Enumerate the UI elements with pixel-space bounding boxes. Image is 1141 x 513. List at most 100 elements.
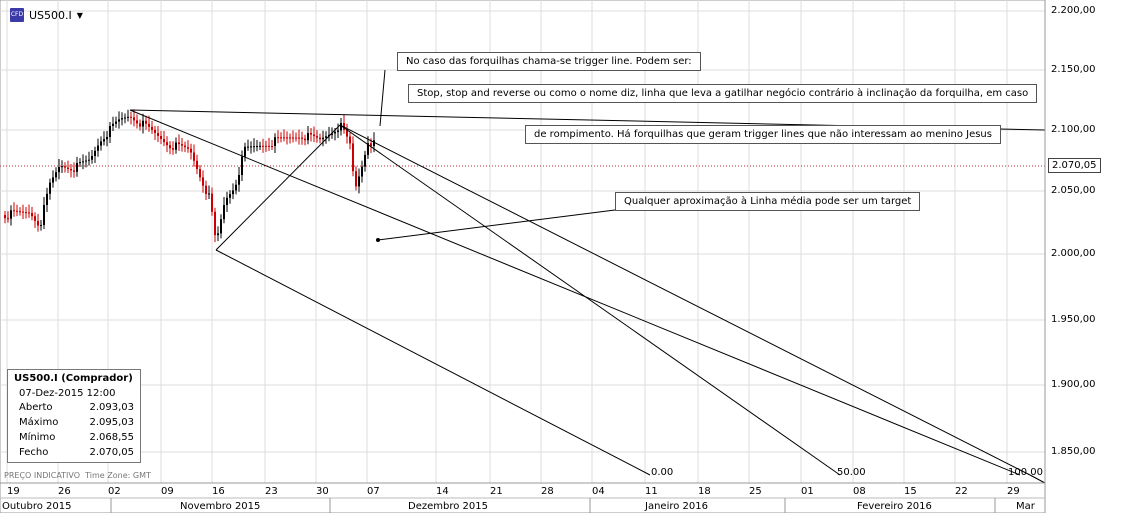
x-tick-label: 18 — [698, 486, 711, 497]
candle-body — [58, 167, 60, 173]
x-tick-label: 14 — [436, 486, 449, 497]
info-value: 2.093,03 — [89, 402, 134, 413]
candle-body — [196, 160, 198, 170]
info-row-open: Aberto 2.093,03 — [14, 400, 134, 415]
info-value: 2.070,05 — [89, 447, 134, 458]
candle-body — [19, 211, 21, 213]
candle-body — [316, 136, 318, 138]
candle-body — [304, 138, 306, 141]
candle-body — [169, 145, 171, 149]
candle-body — [175, 142, 177, 150]
fork-handle-line — [215, 124, 341, 251]
x-tick-label: 08 — [853, 486, 866, 497]
y-tick-label: 2.150,00 — [1051, 64, 1096, 75]
candle-body — [205, 185, 207, 194]
footnote: PREÇO INDICATIVO Time Zone: GMT — [4, 471, 151, 480]
info-label: Mínimo — [19, 432, 56, 443]
candle-body — [199, 169, 201, 178]
candle-body — [181, 144, 183, 146]
candle-body — [7, 218, 9, 220]
info-label: Máximo — [19, 417, 59, 428]
fork-outer-line — [339, 124, 1031, 476]
candle-body — [70, 169, 72, 171]
fib-label-0: 0.00 — [651, 467, 674, 478]
candle-body — [46, 193, 48, 205]
candle-body — [127, 116, 129, 118]
candle-body — [349, 136, 351, 144]
candle-body — [106, 137, 108, 140]
candle-body — [94, 150, 96, 156]
annotation-target: Qualquer aproximação à Linha média pode … — [615, 192, 921, 211]
x-tick-label: 26 — [58, 486, 71, 497]
candle-body — [154, 129, 156, 133]
candle-body — [157, 132, 159, 136]
candle-body — [82, 161, 84, 163]
candle-body — [49, 182, 51, 194]
info-row-high: Máximo 2.095,03 — [14, 415, 134, 430]
candle-body — [364, 154, 366, 167]
candle-body — [193, 152, 195, 161]
annotation-leader-2 — [377, 209, 616, 241]
x-tick-label: 16 — [212, 486, 225, 497]
candle-body — [34, 216, 36, 221]
candle-body — [214, 211, 216, 236]
x-tick-label: 28 — [541, 486, 554, 497]
candle-body — [136, 120, 138, 124]
month-separators — [110, 498, 996, 513]
fib-label-100: 100.00 — [1008, 467, 1043, 478]
fork-upper-line — [129, 109, 1021, 476]
cfd-icon: CFD I — [10, 8, 24, 32]
candle-body — [172, 148, 174, 150]
symbol-header[interactable]: CFD I US500.I ▼ — [10, 8, 83, 32]
info-label: Aberto — [19, 402, 53, 413]
info-row-close: Fecho 2.070,05 — [14, 445, 134, 460]
chevron-down-icon[interactable]: ▼ — [76, 10, 83, 20]
candle-body — [250, 146, 252, 148]
candle-body — [85, 160, 87, 162]
candle-body — [232, 190, 234, 195]
x-tick-label: 04 — [592, 486, 605, 497]
month-label: Janeiro 2016 — [645, 501, 708, 512]
candle-body — [277, 137, 279, 139]
fork-median-line — [339, 124, 841, 476]
y-tick-label: 1.900,00 — [1051, 379, 1096, 390]
candle-body — [256, 146, 258, 147]
candle-body — [283, 137, 285, 139]
candle-body — [235, 184, 237, 191]
candle-body — [253, 146, 255, 148]
candle-body — [361, 166, 363, 177]
candle-body — [274, 137, 276, 146]
candle-body — [247, 146, 249, 148]
candle-body — [313, 134, 315, 137]
candle-body — [370, 143, 372, 147]
x-tick-label: 22 — [955, 486, 968, 497]
candle-body — [25, 212, 27, 214]
indicative-price-label: PREÇO INDICATIVO — [4, 471, 81, 480]
candle-body — [226, 197, 228, 205]
annotation-trigger-line: No caso das forquilhas chama-se trigger … — [397, 52, 701, 71]
month-label: Dezembro 2015 — [408, 501, 488, 512]
candle-body — [76, 162, 78, 172]
y-tick-label: 2.000,00 — [1051, 248, 1096, 259]
candle-body — [211, 193, 213, 212]
candle-body — [43, 205, 45, 225]
candle-body — [163, 139, 165, 143]
annotation-leader-1 — [379, 69, 386, 127]
candle-body — [79, 162, 81, 164]
candle-body — [124, 117, 126, 119]
month-label: Outubro 2015 — [2, 501, 72, 512]
x-tick-label: 11 — [645, 486, 658, 497]
candle-body — [223, 205, 225, 220]
candle-body — [292, 137, 294, 139]
info-row-low: Mínimo 2.068,55 — [14, 430, 134, 445]
candle-body — [289, 137, 291, 139]
candle-body — [118, 119, 120, 122]
info-label: Fecho — [19, 447, 49, 458]
candle-body — [358, 176, 360, 187]
x-tick-label: 09 — [161, 486, 174, 497]
y-tick-label: 1.950,00 — [1051, 314, 1096, 325]
candle-body — [262, 145, 264, 147]
candle-body — [97, 145, 99, 151]
candle-body — [148, 123, 150, 127]
